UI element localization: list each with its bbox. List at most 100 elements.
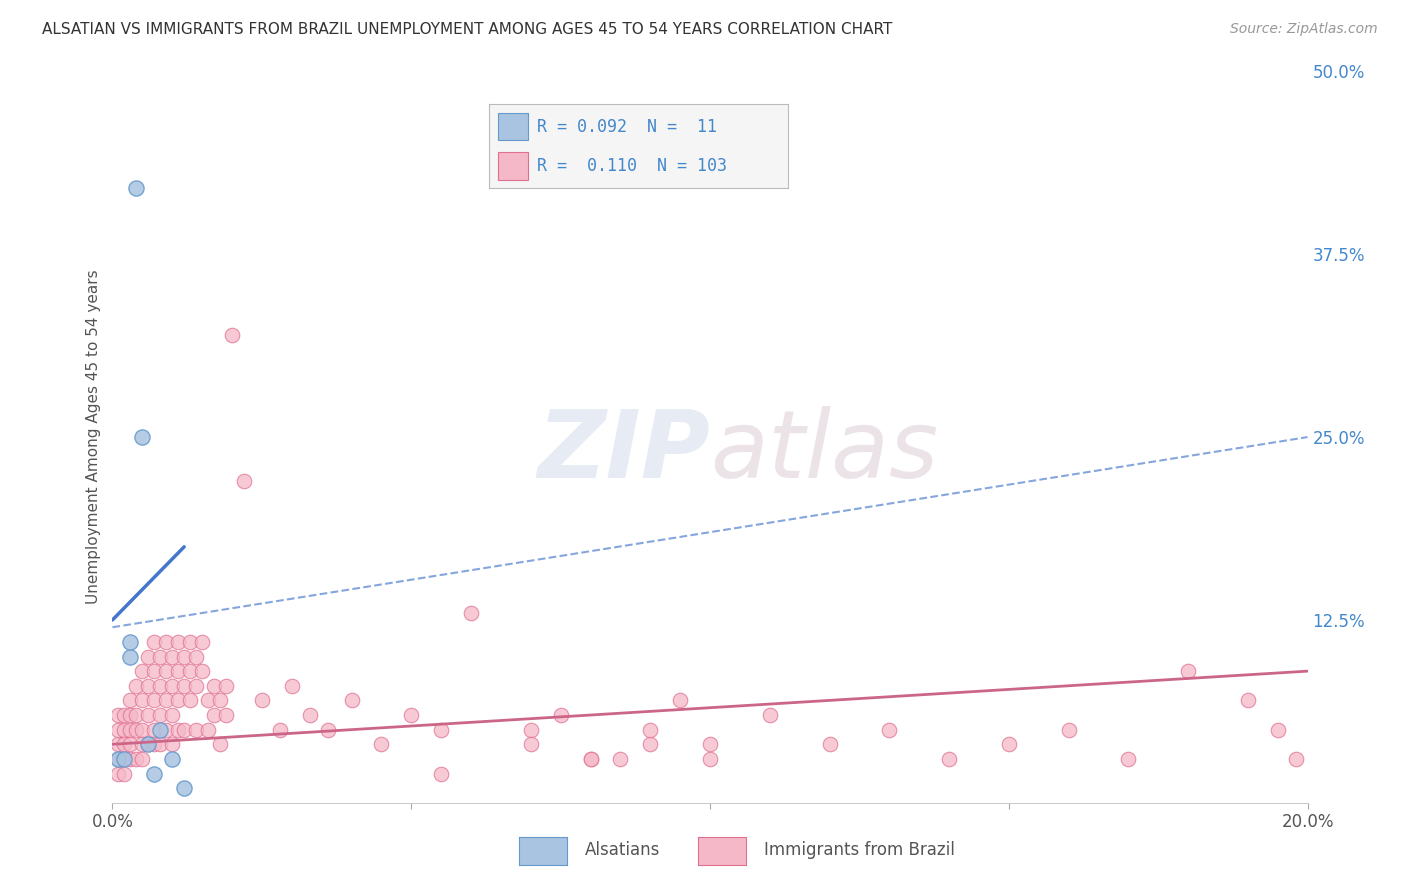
Point [120,635,142,649]
Point [1057,723,1080,737]
Point [149,649,172,664]
Point [143,635,166,649]
Point [131,752,153,766]
Point [138,737,160,751]
Point [281,679,304,693]
Point [107,737,129,751]
Point [155,723,177,737]
Point [107,766,129,780]
Point [138,649,160,664]
Point [215,679,238,693]
Point [143,664,166,678]
Point [143,737,166,751]
Point [430,723,453,737]
Point [143,693,166,707]
Point [1237,693,1260,707]
Point [167,635,190,649]
Point [162,737,183,751]
Point [125,181,148,195]
Point [114,752,135,766]
Point [162,649,183,664]
Point [221,327,243,342]
Point [215,708,238,723]
Point [131,693,153,707]
Point [250,693,273,707]
Point [173,723,195,737]
Text: Alsatians: Alsatians [585,841,659,859]
Point [107,723,129,737]
Point [609,752,631,766]
Point [759,708,782,723]
Point [107,708,129,723]
Point [120,723,142,737]
Point [209,693,232,707]
Point [173,781,195,796]
Point [162,708,183,723]
Point [167,723,190,737]
Point [186,723,208,737]
Point [179,693,201,707]
Point [120,708,142,723]
Point [143,766,166,780]
Text: atlas: atlas [710,406,938,497]
Point [125,679,148,693]
Point [131,723,153,737]
Point [191,664,214,678]
Point [640,737,662,751]
Point [316,723,339,737]
Point [149,679,172,693]
Point [125,708,148,723]
Point [149,737,172,751]
Point [114,737,135,751]
Point [131,430,153,444]
Point [120,649,142,664]
Y-axis label: Unemployment Among Ages 45 to 54 years: Unemployment Among Ages 45 to 54 years [86,269,101,605]
Point [340,693,363,707]
Point [125,723,148,737]
Point [197,693,219,707]
Point [114,752,135,766]
Point [167,693,190,707]
Point [114,723,135,737]
Point [179,635,201,649]
Point [125,752,148,766]
Point [818,737,841,751]
Point [155,693,177,707]
Point [197,723,219,737]
Text: Source: ZipAtlas.com: Source: ZipAtlas.com [1230,22,1378,37]
Point [143,723,166,737]
Point [579,752,602,766]
Point [131,664,153,678]
Point [998,737,1021,751]
Point [167,664,190,678]
Point [1267,723,1289,737]
Point [186,649,208,664]
Point [173,679,195,693]
Point [120,737,142,751]
Point [202,679,225,693]
Point [107,752,129,766]
Point [370,737,392,751]
Point [114,766,135,780]
Point [209,737,232,751]
Point [114,708,135,723]
Point [155,635,177,649]
Point [401,708,423,723]
Point [202,708,225,723]
Point [520,737,543,751]
Point [233,474,256,488]
Text: ZIP: ZIP [537,406,710,498]
Point [173,649,195,664]
Point [162,752,183,766]
Point [162,679,183,693]
Point [138,679,160,693]
Point [138,737,160,751]
Point [155,664,177,678]
Point [550,708,572,723]
Point [107,752,129,766]
Point [149,708,172,723]
Point [879,723,901,737]
Point [938,752,960,766]
Point [269,723,291,737]
Text: Immigrants from Brazil: Immigrants from Brazil [763,841,955,859]
